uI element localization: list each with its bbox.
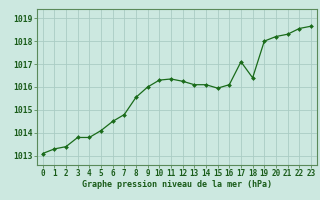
X-axis label: Graphe pression niveau de la mer (hPa): Graphe pression niveau de la mer (hPa) bbox=[82, 180, 272, 189]
